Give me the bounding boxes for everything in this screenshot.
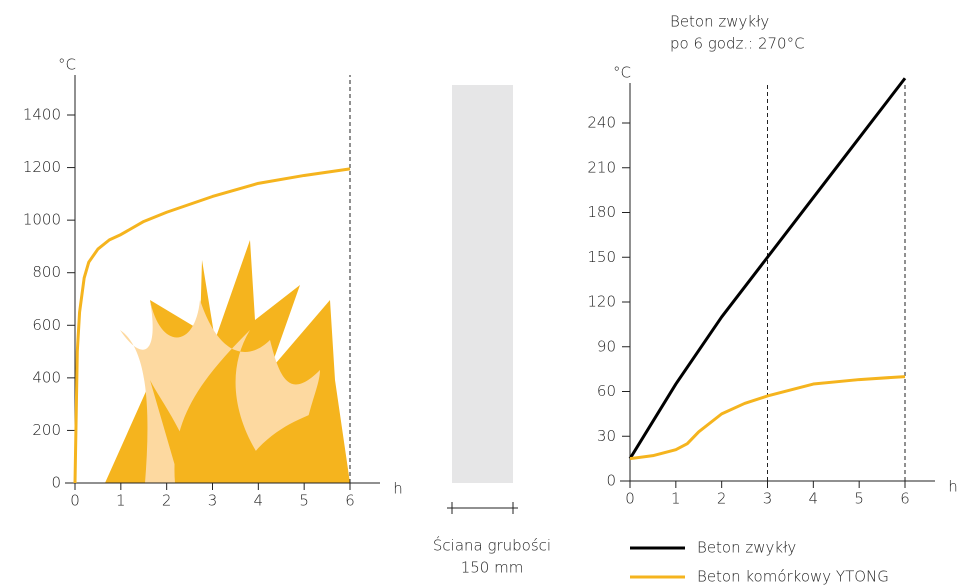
- wall-dimension: [447, 502, 518, 514]
- x-tick-label: 6: [345, 492, 355, 510]
- x-tick-label: 0: [625, 490, 635, 508]
- x-tick-label: 5: [299, 492, 309, 510]
- y-tick-label: 800: [32, 263, 61, 281]
- y-tick-label: 90: [597, 337, 616, 355]
- series-line: [629, 375, 906, 461]
- legend-label: Beton zwykły: [697, 539, 796, 557]
- wall: [452, 85, 513, 483]
- x-tick-label: 4: [254, 492, 264, 510]
- x-tick-label: 3: [763, 490, 773, 508]
- y-tick-label: 1200: [23, 158, 61, 176]
- y-tick-label: 180: [587, 203, 616, 221]
- legend-label: Beton komórkowy YTONG: [697, 568, 889, 586]
- y-tick-label: 150: [587, 248, 616, 266]
- series-line: [73, 167, 351, 484]
- flames: [105, 240, 350, 483]
- x-tick-label: 2: [162, 492, 172, 510]
- x-tick-label: 4: [809, 490, 819, 508]
- x-tick-label: 5: [854, 490, 864, 508]
- x-tick-label: 1: [671, 490, 681, 508]
- y-tick-label: 200: [32, 421, 61, 439]
- y-tick-label: 60: [597, 382, 616, 400]
- x-tick-label: 1: [116, 492, 126, 510]
- y-tick-label: 240: [587, 114, 616, 132]
- y-tick-label: 0: [51, 474, 61, 492]
- y-tick-label: 30: [597, 427, 616, 445]
- y-tick-label: 400: [32, 368, 61, 386]
- y-tick-label: 600: [32, 316, 61, 334]
- x-tick-label: 6: [900, 490, 910, 508]
- y-tick-label: 0: [606, 472, 616, 490]
- y-axis-label: °C: [613, 64, 631, 82]
- y-tick-label: 1400: [23, 106, 61, 124]
- y-tick-label: 1000: [23, 211, 61, 229]
- x-tick-label: 3: [208, 492, 218, 510]
- x-axis-label: h: [948, 478, 958, 496]
- y-tick-label: 210: [587, 158, 616, 176]
- series-line: [628, 77, 907, 460]
- y-tick-label: 120: [587, 293, 616, 311]
- wall-label: Ściana grubości: [433, 536, 551, 555]
- x-axis-label: h: [393, 480, 403, 498]
- y-axis-label: °C: [58, 56, 76, 74]
- annotation: Beton zwykły: [670, 13, 769, 31]
- x-tick-label: 2: [717, 490, 727, 508]
- x-tick-label: 0: [70, 492, 80, 510]
- annotation: po 6 godz.: 270°C: [670, 35, 805, 53]
- wall-label: 150 mm: [461, 559, 524, 577]
